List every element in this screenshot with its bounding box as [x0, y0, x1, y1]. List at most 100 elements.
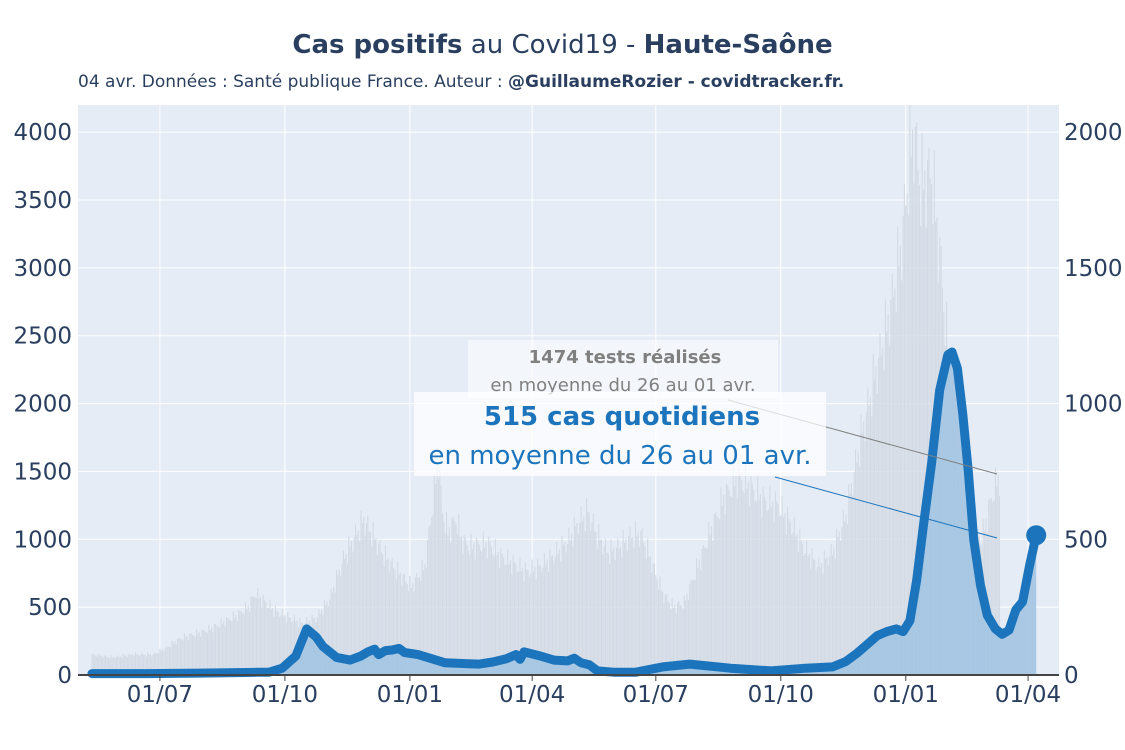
tests-bar: [107, 656, 109, 675]
tests-bar: [177, 638, 179, 675]
tests-bar: [134, 652, 137, 675]
tests-bar: [522, 567, 524, 675]
tests-bar: [367, 515, 369, 675]
tests-bar: [857, 451, 859, 675]
tests-bar: [713, 514, 715, 675]
tests-bar: [742, 490, 744, 675]
tests-bar: [925, 227, 927, 675]
tests-bar: [541, 572, 543, 675]
tests-bar: [200, 636, 202, 675]
tests-bar: [103, 656, 105, 675]
tests-bar: [804, 553, 806, 675]
tests-bar: [797, 552, 800, 675]
tests-bar: [679, 605, 681, 675]
tests-bar: [751, 483, 753, 675]
tests-bar: [137, 654, 139, 675]
tests-bar: [474, 559, 476, 675]
tests-bar: [602, 554, 604, 675]
tests-bar: [575, 526, 577, 675]
tests-bar: [473, 543, 475, 675]
tests-bar: [569, 540, 571, 675]
tests-bar: [378, 543, 380, 675]
tests-bar: [863, 421, 865, 675]
tests-bar: [678, 601, 680, 675]
tests-bar: [744, 464, 747, 675]
tests-bar: [856, 462, 858, 675]
tests-bar: [599, 539, 601, 675]
x-tick-label: 01/07: [127, 682, 193, 708]
tests-bar: [845, 514, 847, 675]
tests-bar: [998, 495, 1001, 675]
tests-bar: [95, 655, 97, 675]
tests-bar: [421, 559, 423, 675]
tests-bar: [219, 627, 221, 675]
tests-bar: [515, 564, 517, 675]
tests-bar: [413, 591, 415, 675]
tests-bar: [528, 576, 531, 675]
tests-bar: [795, 536, 797, 675]
tests-bar: [895, 311, 897, 675]
y-right-tick-label: 1500: [1064, 256, 1123, 282]
tests-bar: [193, 635, 195, 675]
tests-bar: [883, 370, 885, 675]
tests-bar: [201, 629, 203, 675]
x-tick-label: 01/10: [748, 682, 814, 708]
tests-bar: [546, 559, 548, 675]
tests-annotation-box: [468, 340, 778, 398]
tests-bar: [291, 622, 293, 675]
tests-bar: [787, 506, 789, 675]
tests-bar: [746, 488, 748, 675]
tests-bar: [361, 523, 363, 675]
tests-bar: [924, 170, 926, 675]
tests-bar: [735, 476, 737, 675]
tests-bar: [687, 600, 689, 675]
tests-bar: [197, 633, 199, 675]
tests-bar: [440, 485, 442, 675]
tests-bar: [141, 653, 143, 675]
tests-bar: [656, 579, 658, 675]
tests-bar: [823, 550, 825, 675]
tests-bar: [182, 640, 184, 675]
tests-bar: [452, 516, 454, 675]
tests-bar: [175, 644, 177, 675]
cases-annotation-subtitle: en moyenne du 26 au 01 avr.: [428, 441, 811, 471]
tests-bar: [838, 531, 840, 675]
tests-bar: [268, 607, 270, 675]
tests-bar: [486, 558, 488, 675]
tests-bar: [997, 475, 999, 675]
tests-bar: [920, 225, 922, 675]
tests-bar: [876, 393, 878, 675]
tests-bar: [822, 573, 824, 675]
tests-annotation-subtitle: en moyenne du 26 au 01 avr.: [490, 375, 755, 396]
tests-bar: [208, 624, 210, 675]
tests-bar: [334, 592, 336, 675]
tests-bar: [666, 594, 668, 675]
tests-bar: [122, 653, 124, 675]
tests-bar: [265, 602, 267, 675]
tests-bar: [657, 589, 660, 675]
tests-bar: [163, 651, 165, 675]
tests-bar: [412, 582, 414, 675]
tests-bar: [225, 617, 228, 675]
tests-bar: [255, 598, 257, 675]
tests-bar: [903, 183, 905, 676]
tests-bar: [994, 467, 996, 675]
tests-bar: [560, 561, 562, 675]
tests-bar: [223, 621, 225, 675]
tests-bar: [918, 184, 920, 676]
tests-bar: [636, 536, 638, 675]
tests-bar: [287, 612, 289, 675]
tests-bar: [835, 528, 838, 675]
tests-bar: [230, 621, 232, 675]
tests-bar: [769, 485, 771, 675]
tests-bar: [634, 520, 636, 675]
tests-bar: [655, 575, 657, 675]
tests-bar: [696, 557, 698, 675]
tests-bar: [922, 190, 924, 676]
tests-bar: [407, 591, 410, 675]
tests-bar: [278, 616, 281, 675]
tests-bar: [118, 656, 120, 675]
tests-bar: [231, 621, 233, 675]
tests-bar: [143, 654, 145, 675]
tests-bar: [388, 572, 391, 675]
